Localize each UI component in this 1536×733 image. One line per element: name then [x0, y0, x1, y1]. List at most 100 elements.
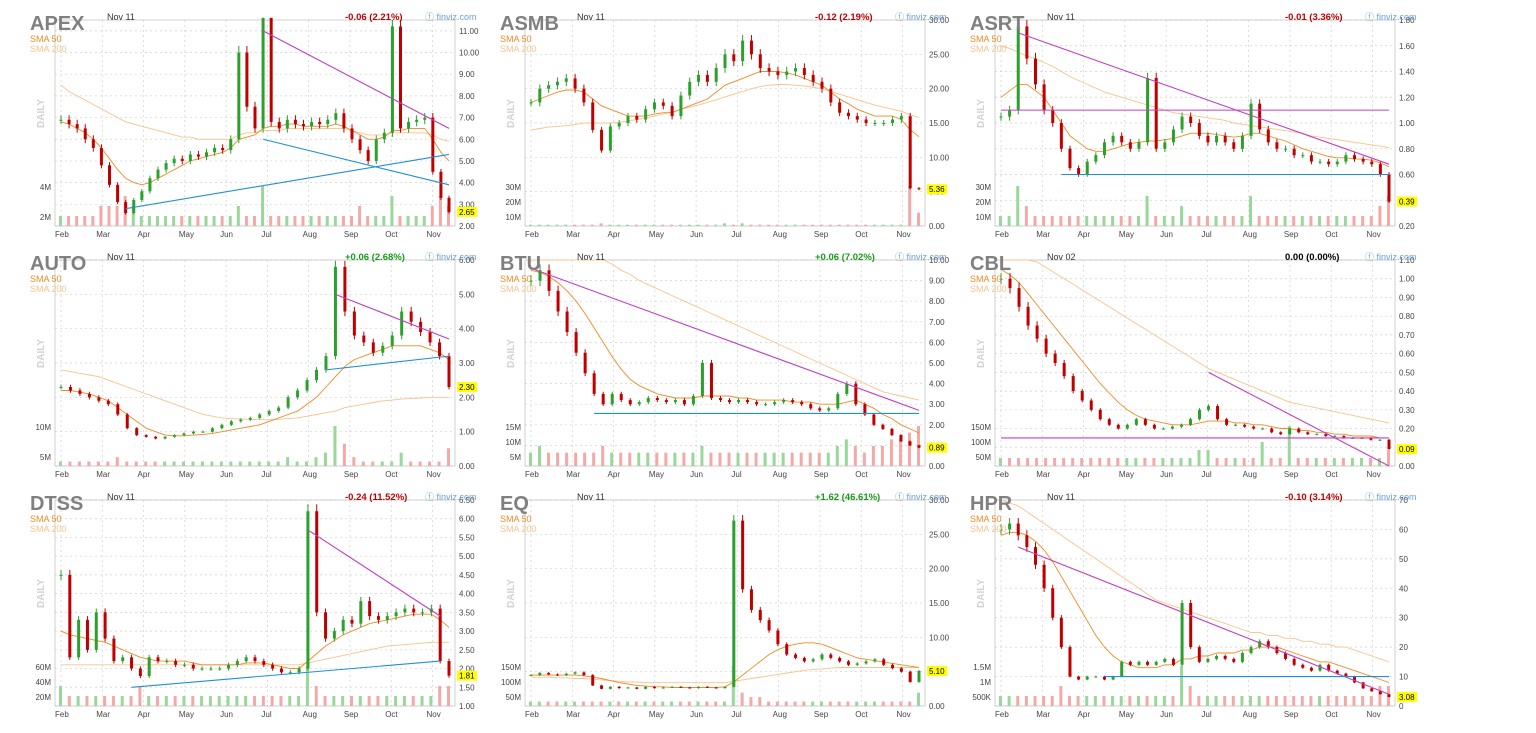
candle-body	[94, 612, 98, 650]
trendline	[325, 355, 450, 371]
candle-body	[882, 659, 886, 665]
candle-body	[1223, 655, 1227, 659]
finviz-link[interactable]: ⓕ finviz.com	[895, 492, 947, 502]
stock-chart-asrt[interactable]: 1.801.601.401.201.000.800.600.400.20FebM…	[940, 8, 1417, 240]
volume-tick-label: 20M	[975, 198, 991, 207]
y-tick-label: 0.00	[459, 462, 475, 471]
ticker-symbol[interactable]: ASRT	[970, 13, 1024, 35]
volume-tick-label: 10M	[505, 213, 521, 222]
candle-body	[439, 171, 443, 198]
candle-body	[670, 105, 674, 117]
stock-chart-eq[interactable]: 30.0025.0020.0015.0010.005.000.00FebMarA…	[470, 488, 950, 720]
y-tick-label: 10	[1399, 673, 1408, 682]
volume-bar	[608, 224, 612, 226]
finviz-link[interactable]: ⓕ finviz.com	[425, 12, 477, 22]
volume-bar	[210, 461, 214, 466]
last-price-box	[457, 382, 477, 393]
finviz-link[interactable]: ⓕ finviz.com	[425, 492, 477, 502]
candle-body	[679, 686, 683, 688]
candle-body	[200, 668, 204, 670]
volume-bar	[125, 461, 129, 466]
stock-chart-cbl[interactable]: 1.10 1.00 0.90 0.80 0.70 0.60 0.50 0.40 0.30 0.20…	[940, 248, 1417, 480]
volume-bar	[772, 452, 776, 466]
candle-body	[635, 116, 639, 120]
finviz-link[interactable]: ⓕ finviz.com	[1365, 252, 1417, 262]
x-tick-label: Apr	[608, 710, 621, 719]
sma200-line	[1000, 45, 1390, 148]
candle-body	[723, 54, 727, 69]
ticker-symbol[interactable]: APEX	[30, 13, 85, 35]
stock-chart-hpr[interactable]: 70 60 50 40 30 20 10 0 Feb Mar Apr May Jun Jul Aug Sep O…	[940, 488, 1417, 720]
candle-body	[258, 414, 262, 418]
stock-chart-btu[interactable]: 10.009.008.007.006.005.004.003.002.001.0…	[470, 248, 950, 480]
x-tick-label: May	[1119, 470, 1134, 479]
volume-bar	[438, 196, 442, 226]
stock-chart-dtss[interactable]: 6.50 6.00 5.50 5.00 4.50 4.00 3.50 3.00 2.50 2.00…	[0, 488, 477, 720]
stock-chart-apex[interactable]: 11.0010.009.008.007.006.005.004.003.002.…	[0, 8, 480, 240]
x-tick-label: Aug	[1243, 710, 1257, 719]
volume-bar	[261, 696, 265, 706]
candle-body	[1128, 142, 1132, 149]
candle-body	[872, 414, 876, 425]
candle-body	[374, 139, 378, 161]
candle-body	[165, 661, 169, 663]
candle-body	[390, 335, 394, 346]
volume-bar	[269, 216, 273, 226]
candle-body	[608, 126, 612, 151]
volume-bar	[1278, 458, 1282, 466]
volume-bar	[802, 224, 806, 226]
chart-date: Nov 11	[1047, 492, 1075, 502]
x-tick-label: Sep	[814, 470, 829, 479]
volume-bar	[1007, 216, 1011, 226]
volume-bar	[723, 701, 726, 706]
volume-tick-label: 1.5M	[973, 663, 991, 672]
ticker-symbol[interactable]: BTU	[500, 253, 541, 275]
legend-sma50: SMA 50	[500, 34, 532, 44]
volume-bar	[409, 461, 413, 466]
volume-bar	[1116, 458, 1120, 466]
trendline	[530, 267, 920, 411]
ticker-symbol[interactable]: CBL	[970, 253, 1011, 275]
stock-chart-asmb[interactable]: 30.0025.0020.0015.0010.005.000.00FebMarA…	[470, 8, 950, 240]
finviz-link[interactable]: ⓕ finviz.com	[425, 252, 477, 262]
x-tick-label: Jul	[731, 710, 741, 719]
volume-bar	[1008, 458, 1012, 466]
finviz-link[interactable]: ⓕ finviz.com	[1365, 492, 1417, 502]
x-tick-label: Aug	[303, 710, 317, 719]
ticker-symbol[interactable]: DTSS	[30, 493, 83, 515]
ticker-symbol[interactable]: HPR	[970, 493, 1013, 515]
volume-bar	[564, 224, 568, 226]
candle-body	[811, 74, 815, 82]
x-tick-label: Mar	[96, 710, 110, 719]
candle-body	[1258, 641, 1262, 648]
candle-body	[863, 404, 867, 415]
candle-body	[1378, 691, 1382, 695]
volume-bar	[163, 461, 167, 466]
candle-body	[600, 129, 604, 151]
candle-body	[334, 113, 338, 120]
ticker-symbol[interactable]: AUTO	[30, 253, 86, 275]
candle-body	[1008, 278, 1012, 289]
candle-body	[838, 102, 842, 113]
candle-body	[610, 393, 614, 405]
volume-bar	[652, 701, 656, 706]
stock-chart-auto[interactable]: 6.00 5.00 4.00 3.00 2.00 1.00 0.00 Feb Mar Apr May…	[0, 248, 477, 480]
finviz-link[interactable]: ⓕ finviz.com	[895, 252, 947, 262]
ticker-symbol[interactable]: EQ	[500, 493, 529, 515]
volume-bar	[678, 701, 682, 706]
legend-sma50: SMA 50	[30, 514, 62, 524]
volume-bar	[1171, 696, 1175, 706]
volume-bar	[333, 216, 337, 226]
volume-bar	[1274, 696, 1278, 706]
ticker-symbol[interactable]: ASMB	[500, 13, 559, 35]
volume-bar	[1326, 216, 1330, 226]
finviz-link[interactable]: ⓕ finviz.com	[895, 12, 947, 22]
volume-bar	[1368, 458, 1372, 466]
candle-body	[447, 661, 451, 676]
candle-body	[1206, 135, 1210, 143]
y-tick-label: 6.50	[459, 496, 475, 505]
finviz-link[interactable]: ⓕ finviz.com	[1365, 12, 1417, 22]
y-tick-label: 0.30	[1399, 406, 1415, 415]
y-tick-label: 1.40	[1399, 68, 1415, 77]
volume-bar	[855, 224, 859, 226]
